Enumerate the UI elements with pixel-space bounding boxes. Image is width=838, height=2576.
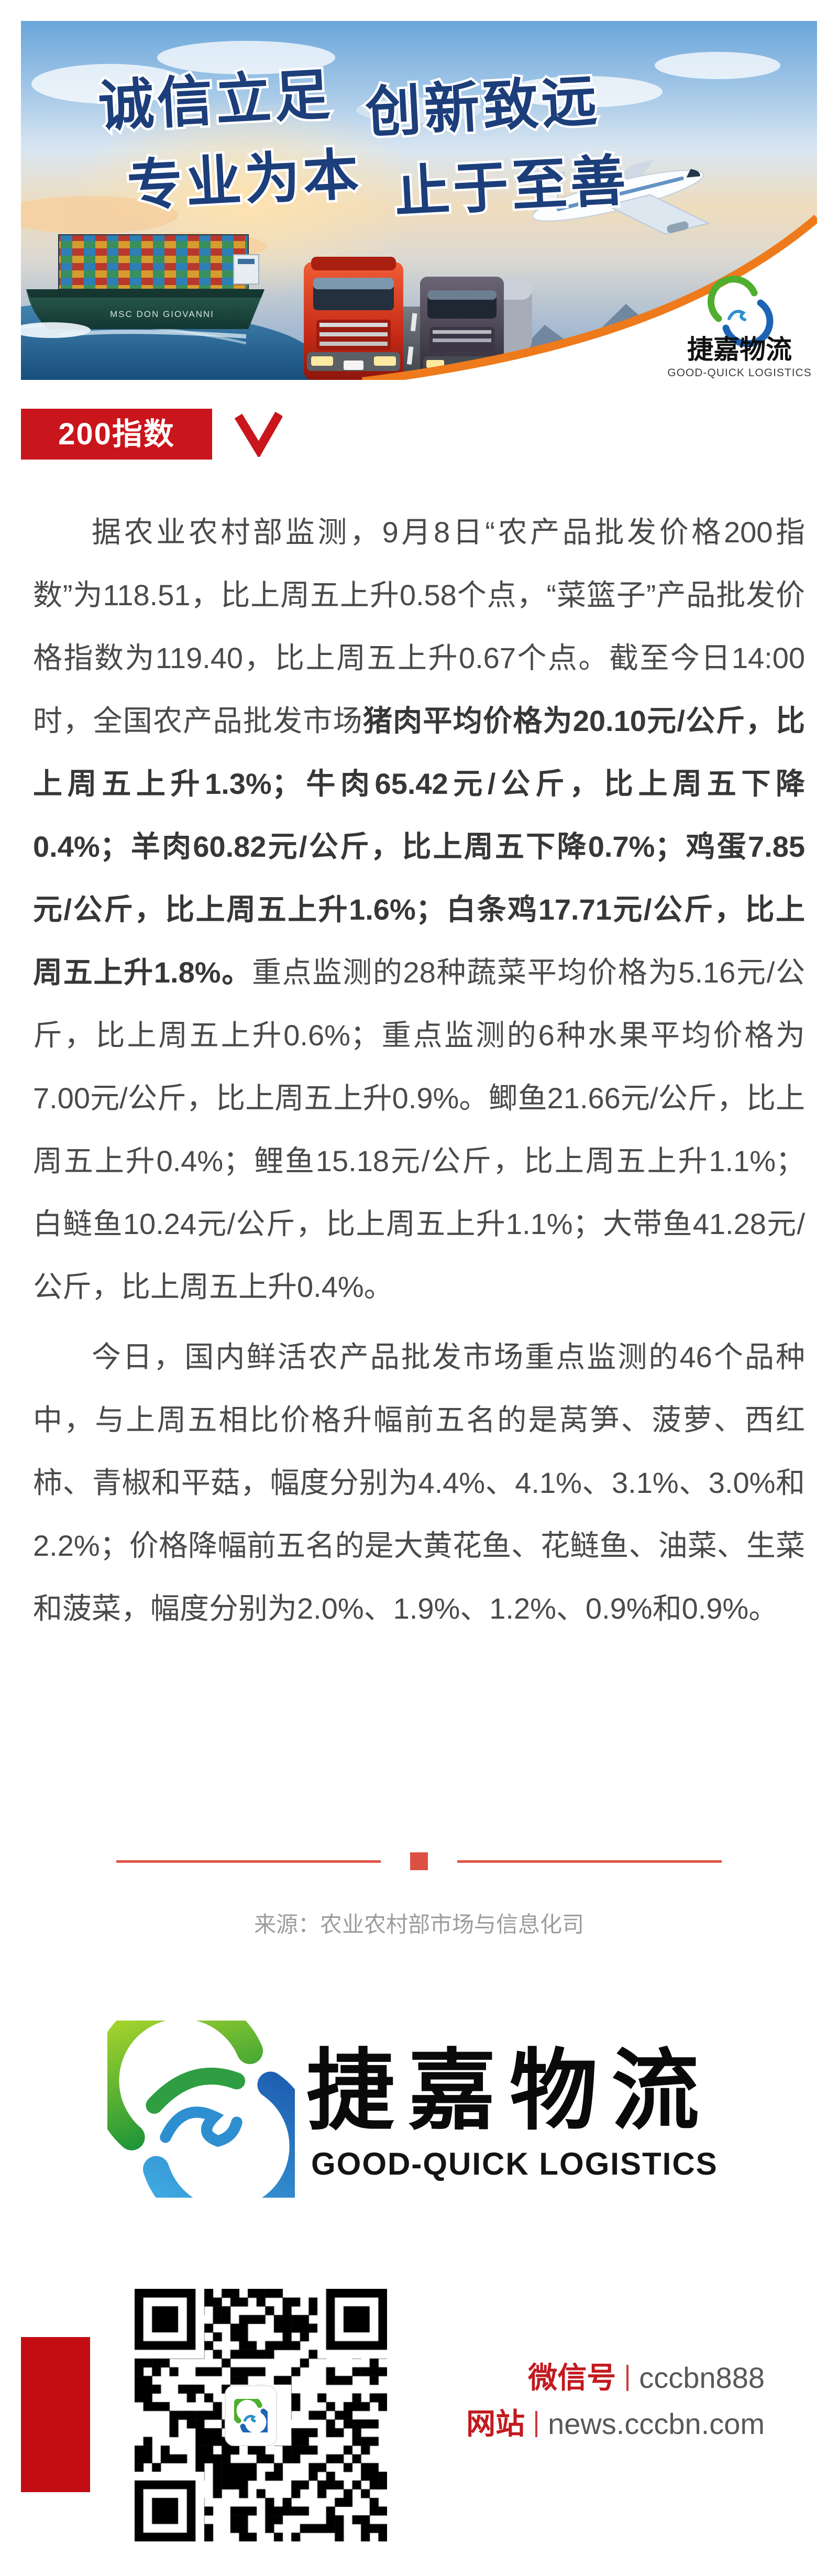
separator-bar — [535, 2411, 538, 2437]
article-body: 据农业农村部监测，9月8日“农产品批发价格200指数”为118.51，比上周五上… — [33, 501, 805, 1640]
banner-slogan: 诚信立足 创新致远 专业为本 止于至善 — [95, 61, 633, 226]
airplane — [532, 159, 710, 235]
paragraph-2: 今日，国内鲜活农产品批发市场重点监测的46个品种中，与上周五相比价格升幅前五名的… — [33, 1340, 806, 1625]
banner-corner-orange-curve — [361, 214, 817, 380]
banner-logo-cn: 捷嘉物流 — [687, 335, 792, 364]
red-truck — [304, 257, 403, 380]
website-value: news.cccbn.com — [548, 2407, 765, 2440]
p1-bold-prices: 猪肉平均价格为20.10元/公斤，比上周五上升1.3%；牛肉65.42元/公斤，… — [33, 704, 805, 989]
source-attribution: 来源：农业农村部市场与信息化司 — [253, 1912, 584, 1937]
footer-red-bar — [21, 2337, 90, 2492]
separator-bar — [626, 2365, 629, 2391]
slogan-line2a: 专业为本 — [126, 144, 363, 217]
brand-logo-en: GOOD-QUICK LOGISTICS — [311, 2146, 718, 2181]
dark-truck — [420, 277, 532, 380]
section-divider — [0, 1852, 838, 1870]
section-badge: 200指数 — [21, 409, 212, 460]
wechat-value: cccbn888 — [639, 2361, 765, 2394]
wechat-line: 微信号 cccbn888 — [367, 2361, 765, 2395]
contact-info: 微信号 cccbn888 网站 news.cccbn.com — [367, 2361, 765, 2441]
ship-name: MSC DON GIOVANNI — [110, 309, 214, 319]
qr-center-logo — [225, 2385, 277, 2446]
website-label: 网站 — [466, 2407, 525, 2440]
brand-logo-mark — [107, 2021, 295, 2198]
banner-logo: 捷嘉物流 GOOD-QUICK LOGISTICS — [667, 276, 812, 379]
slogan-line1a: 诚信立足 — [97, 64, 335, 138]
divider-line-right — [457, 1860, 722, 1863]
container-ship: MSC DON GIOVANNI — [21, 234, 264, 339]
website-line: 网站 news.cccbn.com — [367, 2407, 765, 2441]
clouds — [31, 41, 780, 123]
paragraph-1: 据农业农村部监测，9月8日“农产品批发价格200指数”为118.51，比上周五上… — [33, 501, 805, 1318]
brand-logo-cn: 捷嘉物流 — [306, 2042, 713, 2140]
banner-logo-en: GOOD-QUICK LOGISTICS — [667, 367, 812, 379]
p1-text: 据农业农村部监测，9月8日“农产品批发价格200指数”为118.51，比上周五上… — [33, 516, 805, 737]
header-banner-image: 诚信立足 创新致远 专业为本 止于至善 MSC DON GIOVANNI — [21, 21, 817, 380]
divider-square — [410, 1852, 428, 1870]
divider-line-left — [116, 1860, 381, 1863]
p1-text-post: 重点监测的28种蔬菜平均价格为5.16元/公斤，比上周五上升0.6%；重点监测的… — [33, 956, 806, 1303]
wechat-label: 微信号 — [528, 2361, 616, 2394]
qr-code — [135, 2289, 387, 2541]
slogan-line1b: 创新致远 — [364, 70, 602, 144]
qr-logo-mark — [234, 2399, 268, 2432]
banner-illustration: 诚信立足 创新致远 专业为本 止于至善 MSC DON GIOVANNI — [21, 21, 817, 380]
slogan-line2b: 止于至善 — [393, 150, 631, 224]
banner-corner-white — [379, 221, 817, 380]
chevron-down-icon[interactable] — [234, 412, 282, 457]
